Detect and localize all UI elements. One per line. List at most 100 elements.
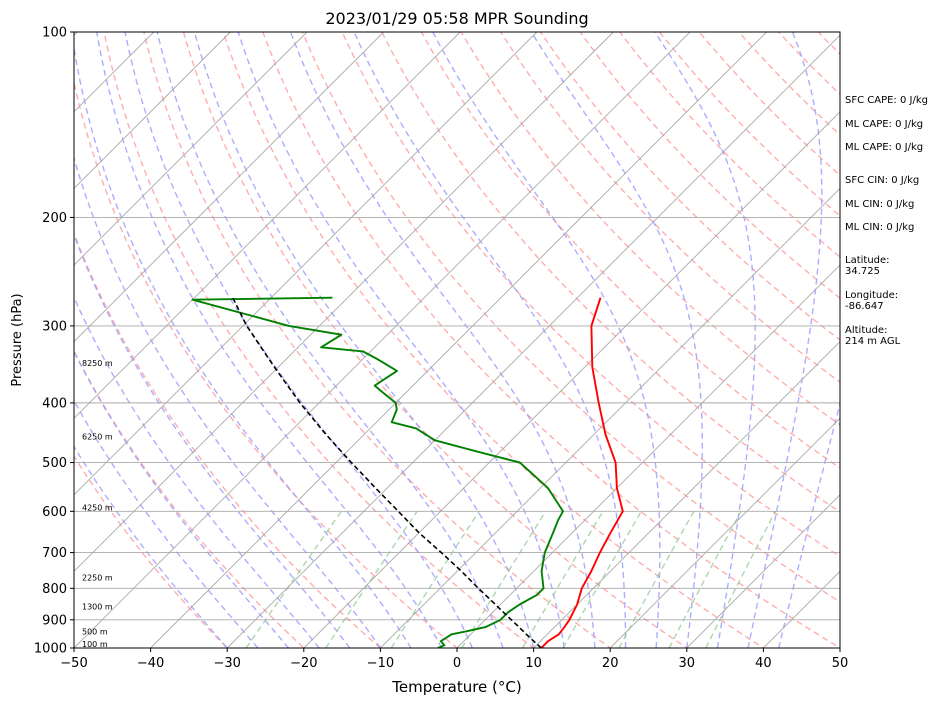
y-tick-label: 200 (42, 211, 67, 226)
isotherm-line (380, 187, 840, 648)
height-label: 1300 m (82, 603, 113, 612)
dry-adiabat-line (341, 32, 840, 558)
isotherm-line (74, 32, 691, 648)
latitude-value: 34.725 (845, 266, 880, 277)
sfc-cin-text: SFC CIN: 0 J/kg (845, 175, 920, 186)
isotherm-line (74, 32, 384, 343)
longitude-value: -86.647 (845, 301, 884, 312)
plot-frame (73, 31, 841, 649)
dry-adiabat-line (74, 350, 305, 648)
dry-adiabat-line (222, 32, 765, 648)
isotherm-line (74, 32, 461, 419)
moist-adiabat-line (289, 32, 596, 648)
dry-adiabat-line (74, 454, 229, 648)
y-axis-ticks: 1000 900 800 700 600 500 400 300 200 100 (34, 26, 74, 657)
mixing-ratio-line (668, 510, 742, 648)
temperature-profile-line (540, 297, 624, 648)
dry-adiabat-line (500, 32, 840, 384)
height-labels: 100 m 500 m 1300 m 2250 m 4250 m 6250 m 8250 m (82, 359, 113, 649)
y-tick-label: 900 (42, 613, 67, 628)
x-tick-label: −40 (137, 656, 164, 671)
dry-adiabat-line (74, 231, 382, 648)
x-tick-label: 0 (453, 656, 461, 671)
background-lines (74, 32, 840, 648)
mixing-ratio-line (461, 510, 547, 648)
y-tick-label: 100 (42, 26, 67, 41)
height-label: 8250 m (82, 359, 113, 368)
pressure-gridlines (74, 31, 840, 649)
moist-adiabat-line (74, 44, 412, 648)
x-tick-label: 30 (679, 656, 696, 671)
isotherm-line (686, 494, 840, 648)
y-tick-label: 400 (42, 396, 67, 411)
moist-adiabat-line (74, 232, 351, 648)
dewpoint-profile-line (191, 296, 564, 648)
latitude-label: Latitude: (845, 255, 890, 266)
height-label: 500 m (82, 628, 108, 637)
y-tick-label: 1000 (34, 642, 67, 657)
parcel-profile-line (232, 297, 542, 648)
height-label: 2250 m (82, 574, 113, 583)
mixing-ratio-line (705, 510, 777, 648)
isotherm-line (456, 264, 840, 648)
x-tick-label: 10 (525, 656, 542, 671)
dry-adiabat-line (103, 32, 535, 648)
y-tick-label: 800 (42, 582, 67, 597)
moist-adiabat-line (654, 32, 756, 648)
height-label: 6250 m (82, 432, 113, 441)
dry-adiabat-line (698, 32, 840, 177)
dry-adiabat-line (420, 32, 840, 469)
dry-adiabat-line (301, 32, 840, 603)
altitude-label: Altitude: (845, 325, 888, 336)
isotherm-line (303, 111, 840, 648)
isotherm-line (609, 417, 840, 648)
y-axis-label: Pressure (hPa) (10, 293, 25, 386)
x-axis-label: Temperature (°C) (391, 678, 521, 696)
ml-cape-text-2: ML CAPE: 0 J/kg (845, 142, 924, 153)
x-tick-label: −20 (290, 656, 317, 671)
y-tick-label: 700 (42, 546, 67, 561)
x-tick-label: −50 (60, 656, 87, 671)
dry-adiabat-line (74, 79, 459, 648)
moist-adiabat-line (353, 32, 627, 648)
dry-adiabat-line (262, 32, 840, 648)
dry-adiabat-line (381, 32, 840, 513)
mixing-ratio-line (618, 510, 695, 648)
sfc-cape-text: SFC CAPE: 0 J/kg (845, 95, 928, 106)
isotherm-line (74, 32, 614, 573)
height-label: 4250 m (82, 503, 113, 512)
moist-adiabat-line (530, 32, 703, 648)
isotherm-line (74, 32, 538, 496)
y-tick-label: 500 (42, 456, 67, 471)
mixing-ratio-line (245, 510, 342, 648)
x-tick-label: 40 (755, 656, 772, 671)
y-tick-label: 300 (42, 319, 67, 334)
dry-adiabat-line (182, 32, 689, 648)
profile-lines (191, 296, 624, 648)
dry-adiabat-line (658, 32, 840, 217)
x-tick-label: −10 (367, 656, 394, 671)
isotherm-line (74, 32, 308, 266)
dry-adiabat-line (143, 32, 612, 648)
ml-cin-text-2: ML CIN: 0 J/kg (845, 222, 915, 233)
isotherm-line (74, 32, 231, 190)
ml-cape-text: ML CAPE: 0 J/kg (845, 119, 924, 130)
moist-adiabat-line (237, 32, 565, 648)
moist-adiabat-line (96, 32, 443, 648)
moist-adiabat-line (74, 445, 228, 648)
moist-adiabat-line (432, 32, 661, 648)
x-tick-label: 50 (832, 656, 849, 671)
moist-adiabat-line (778, 400, 840, 648)
isotherm-line (226, 34, 840, 648)
altitude-value: 214 m AGL (845, 336, 901, 347)
mixing-ratio-line (562, 510, 642, 648)
isotherm-line (150, 32, 767, 648)
moist-adiabat-line (74, 155, 381, 648)
mixing-ratio-line (521, 510, 604, 648)
chart-title: 2023/01/29 05:58 MPR Sounding (325, 9, 588, 28)
dry-adiabat-line (618, 32, 840, 258)
moist-adiabat-line (74, 399, 259, 648)
dry-adiabat-line (460, 32, 840, 426)
dry-adiabat-line (579, 32, 840, 300)
